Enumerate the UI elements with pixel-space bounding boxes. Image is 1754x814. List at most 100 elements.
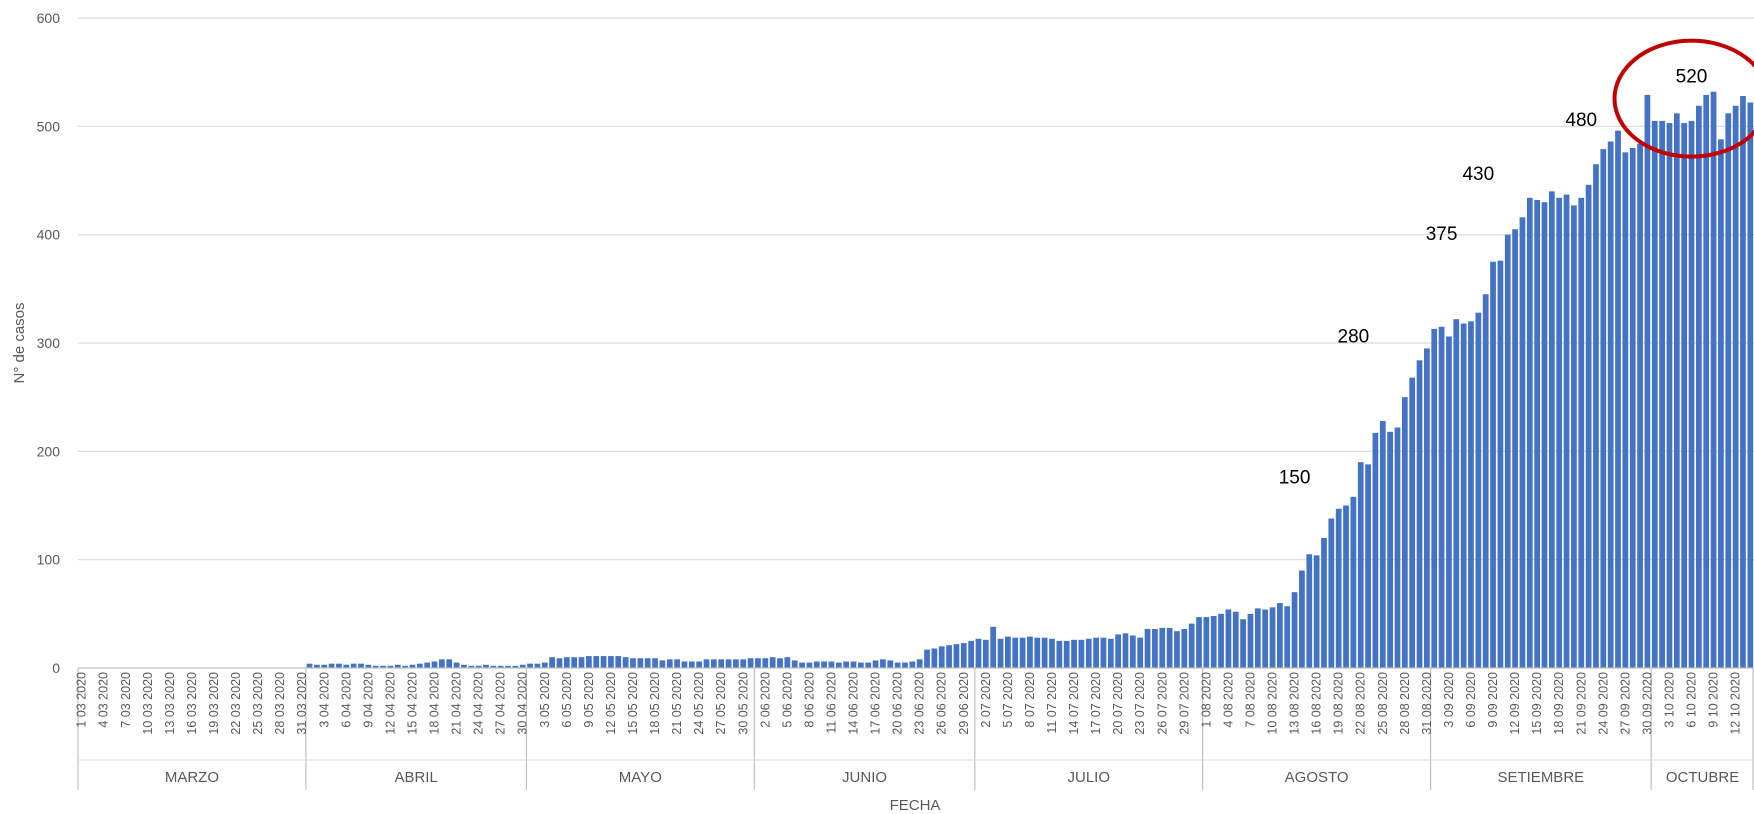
bar <box>1416 360 1423 668</box>
bar <box>402 665 408 668</box>
bar <box>1387 431 1393 668</box>
bar <box>372 665 379 668</box>
bar <box>916 659 923 668</box>
bar <box>431 661 438 668</box>
x-tick-label: 13 08 2020 <box>1288 672 1302 735</box>
month-label: MARZO <box>165 769 219 786</box>
bar <box>644 658 651 668</box>
bar <box>762 658 769 668</box>
bar <box>630 658 636 668</box>
bar <box>505 665 511 668</box>
bar <box>1071 639 1077 668</box>
bar <box>1740 96 1746 668</box>
bar <box>1365 464 1371 668</box>
annotation-label: 375 <box>1426 224 1458 245</box>
bar <box>336 663 342 668</box>
bar <box>1468 321 1474 668</box>
bar <box>586 656 592 668</box>
bar <box>747 658 754 668</box>
bar <box>1718 139 1724 668</box>
bar <box>1637 143 1643 669</box>
x-tick-label: 28 08 2020 <box>1398 672 1412 735</box>
x-tick-label: 26 06 2020 <box>935 672 949 735</box>
bar <box>1438 326 1445 668</box>
annotation-label: 280 <box>1338 327 1370 348</box>
bar <box>512 665 519 668</box>
x-tick-label: 9 09 2020 <box>1486 672 1500 728</box>
bar <box>1247 613 1254 668</box>
bar <box>1497 260 1504 668</box>
x-tick-label: 10 08 2020 <box>1266 672 1280 735</box>
bar <box>1166 627 1173 668</box>
month-label: ABRIL <box>394 769 437 786</box>
bar <box>1328 518 1335 668</box>
bar <box>1321 538 1327 668</box>
bar <box>1600 149 1607 668</box>
x-tick-label: 8 07 2020 <box>1023 672 1037 728</box>
x-tick-label: 30 04 2020 <box>516 672 530 735</box>
x-tick-label: 27 09 2020 <box>1618 672 1632 735</box>
x-tick-label: 21 04 2020 <box>450 672 464 735</box>
bar <box>416 663 423 668</box>
bar <box>1563 194 1570 668</box>
bar <box>1005 636 1011 668</box>
bar <box>453 662 460 668</box>
x-tick-label: 4 03 2020 <box>97 672 111 728</box>
bar <box>813 661 820 668</box>
bar <box>725 659 732 668</box>
month-label: JUNIO <box>842 769 887 786</box>
bar <box>1129 635 1136 668</box>
x-tick-label: 21 09 2020 <box>1574 672 1588 735</box>
month-label: OCTUBRE <box>1666 769 1739 786</box>
bar <box>1225 609 1232 668</box>
x-tick-label: 9 04 2020 <box>361 672 375 728</box>
x-tick-label: 20 06 2020 <box>891 672 905 735</box>
x-tick-label: 3 05 2020 <box>538 672 552 728</box>
x-tick-label: 15 05 2020 <box>626 672 640 735</box>
bar <box>1085 638 1092 668</box>
bar <box>1651 120 1658 669</box>
month-label: JULIO <box>1067 769 1110 786</box>
x-tick-label: 14 07 2020 <box>1067 672 1081 735</box>
bar <box>615 656 622 668</box>
y-tick-label: 300 <box>37 335 61 351</box>
bar <box>1107 638 1114 668</box>
x-tick-label: 10 03 2020 <box>141 672 155 735</box>
bar <box>1196 617 1202 668</box>
y-tick-label: 600 <box>37 10 61 26</box>
bar <box>960 643 967 668</box>
bar <box>740 659 747 668</box>
bar <box>1482 294 1489 668</box>
x-tick-label: 1 03 2020 <box>75 672 89 728</box>
bar <box>1210 616 1217 668</box>
bar <box>1710 91 1717 669</box>
bar <box>350 663 357 668</box>
bar <box>990 626 997 668</box>
bar <box>1732 105 1739 668</box>
bar <box>1019 637 1026 668</box>
bar <box>1115 634 1122 668</box>
bar <box>696 661 703 668</box>
bar <box>1622 152 1629 668</box>
bar <box>828 661 835 668</box>
x-tick-label: 13 03 2020 <box>163 672 177 735</box>
bar <box>1424 348 1430 668</box>
bar <box>1431 328 1438 668</box>
bar <box>1659 120 1665 669</box>
bar <box>1240 619 1246 668</box>
x-tick-label: 19 08 2020 <box>1332 672 1346 735</box>
bar <box>894 662 901 668</box>
bar <box>1747 102 1754 668</box>
x-tick-label: 25 08 2020 <box>1376 672 1390 735</box>
x-tick-label: 29 06 2020 <box>957 672 971 735</box>
x-axis <box>77 667 1754 790</box>
x-axis-title: FECHA <box>890 797 941 814</box>
bar <box>1063 640 1070 668</box>
x-tick-label: 18 09 2020 <box>1552 672 1566 735</box>
bar <box>358 663 364 668</box>
x-tick-label: 9 05 2020 <box>582 672 596 728</box>
bar <box>909 661 916 668</box>
bar <box>674 659 680 668</box>
bar <box>1519 217 1526 668</box>
